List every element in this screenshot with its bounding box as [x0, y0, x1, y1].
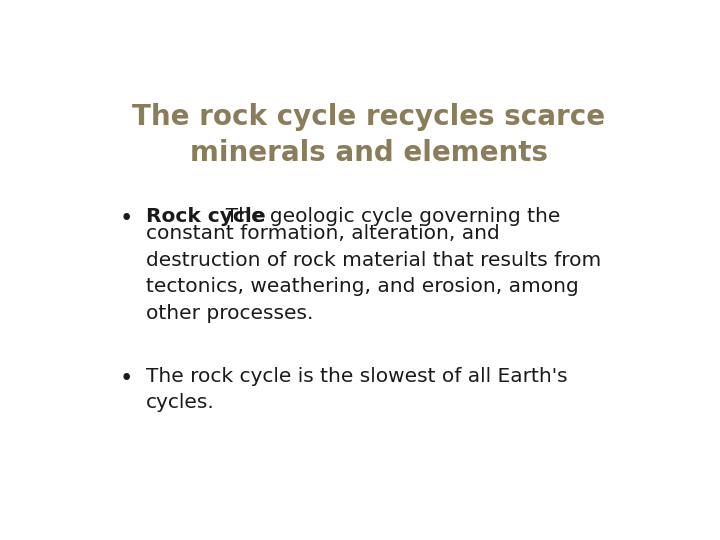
Text: •: • [120, 367, 132, 390]
Text: The rock cycle recycles scarce
minerals and elements: The rock cycle recycles scarce minerals … [132, 103, 606, 167]
Text: The rock cycle is the slowest of all Earth's
cycles.: The rock cycle is the slowest of all Ear… [145, 367, 567, 412]
Text: constant formation, alteration, and
destruction of rock material that results fr: constant formation, alteration, and dest… [145, 224, 601, 323]
Text: The geologic cycle governing the: The geologic cycle governing the [213, 207, 561, 226]
Text: Rock cycle: Rock cycle [145, 207, 266, 226]
Text: •: • [120, 207, 132, 230]
